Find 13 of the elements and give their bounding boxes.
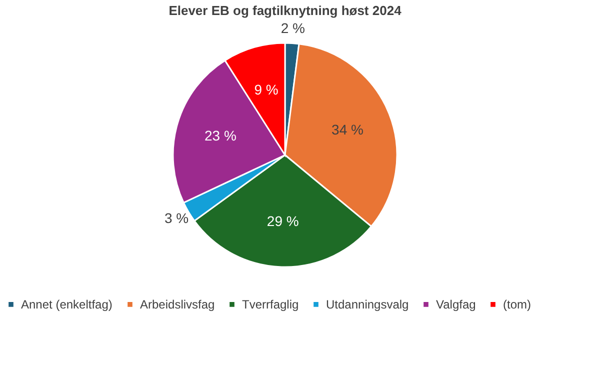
data-label: 2 % bbox=[280, 20, 305, 36]
legend-label: Arbeidslivsfag bbox=[140, 297, 215, 312]
legend-label: Valgfag bbox=[436, 297, 476, 312]
data-label: 3 % bbox=[164, 210, 189, 226]
legend-label: (tom) bbox=[503, 297, 531, 312]
data-label: 29 % bbox=[266, 213, 299, 230]
legend-label: Utdanningsvalg bbox=[326, 297, 409, 312]
legend-label: Tverrfaglig bbox=[242, 297, 299, 312]
chart-title: Elever EB og fagtilknytning høst 2024 bbox=[168, 3, 402, 18]
data-label: 23 % bbox=[204, 127, 236, 144]
data-label: 34 % bbox=[332, 121, 364, 138]
legend-label: Annet (enkeltfag) bbox=[21, 297, 112, 312]
data-label: 9 % bbox=[254, 81, 278, 98]
